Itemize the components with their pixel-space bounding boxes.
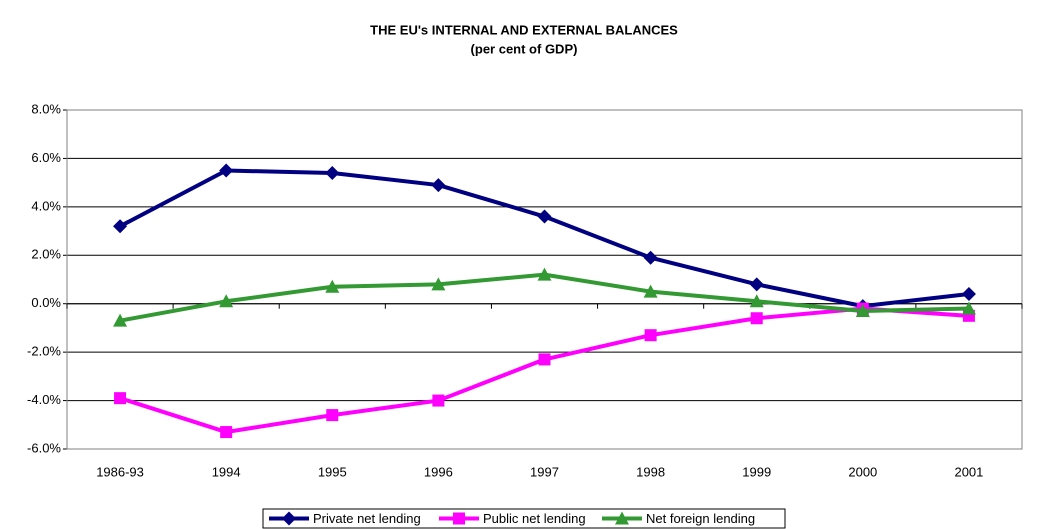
marker	[114, 392, 127, 405]
y-tick-label: 6.0%	[31, 150, 61, 165]
x-tick-label: 2000	[848, 464, 877, 479]
marker	[749, 277, 764, 292]
marker	[219, 163, 234, 178]
legend-marker	[615, 511, 629, 525]
x-tick-label: 1995	[318, 464, 347, 479]
marker	[644, 329, 657, 342]
series-line	[119, 306, 970, 435]
chart-title: THE EU's INTERNAL AND EXTERNAL BALANCES	[370, 22, 678, 37]
marker	[961, 287, 976, 302]
x-tick-label: 2001	[954, 464, 983, 479]
marker	[537, 209, 552, 224]
marker	[750, 312, 763, 325]
y-tick-label: -6.0%	[27, 440, 61, 455]
marker	[643, 284, 658, 298]
marker	[538, 353, 551, 366]
marker	[855, 303, 870, 317]
marker	[220, 426, 233, 439]
marker	[219, 294, 234, 308]
x-tick-label: 1994	[212, 464, 241, 479]
marker	[325, 279, 340, 293]
x-tick-label: 1986-93	[96, 464, 144, 479]
marker	[961, 301, 976, 315]
marker	[537, 267, 552, 281]
y-tick-label: 2.0%	[31, 247, 61, 262]
legend-label: Public net lending	[483, 511, 586, 526]
legend-marker	[282, 511, 296, 526]
marker	[431, 178, 446, 193]
x-tick-label: 1997	[530, 464, 559, 479]
marker	[432, 394, 445, 407]
series-line	[119, 272, 969, 323]
legend-box	[262, 508, 786, 529]
x-tick-label: 1998	[636, 464, 665, 479]
y-tick-label: -2.0%	[27, 344, 61, 359]
legend-label: Private net lending	[313, 511, 421, 526]
marker	[749, 294, 764, 308]
y-tick-label: -4.0%	[27, 392, 61, 407]
marker	[325, 165, 340, 180]
y-tick-label: 4.0%	[31, 198, 61, 213]
legend-label: Net foreign lending	[646, 511, 755, 526]
chart-subtitle: (per cent of GDP)	[471, 41, 578, 56]
x-tick-label: 1996	[424, 464, 453, 479]
y-tick-label: 0.0%	[31, 295, 61, 310]
x-tick-label: 1999	[742, 464, 771, 479]
marker	[326, 409, 339, 422]
plot-border	[66, 109, 1023, 450]
series-line	[119, 168, 970, 309]
marker	[113, 219, 128, 234]
legend-marker	[453, 512, 465, 525]
marker	[643, 250, 658, 265]
marker	[431, 277, 446, 291]
y-tick-label: 8.0%	[31, 101, 61, 116]
marker	[113, 313, 128, 327]
